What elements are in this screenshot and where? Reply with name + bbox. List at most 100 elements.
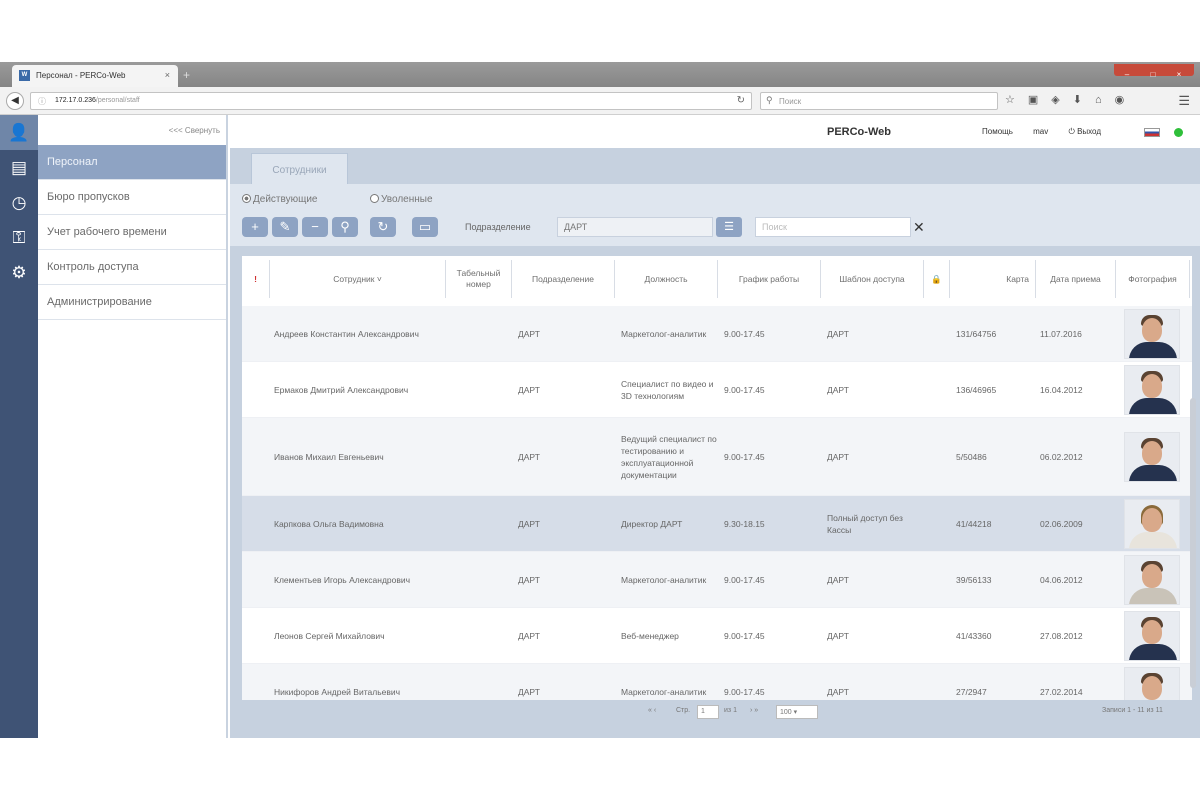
maximize-icon[interactable]: □ [1150,70,1156,79]
app-header: PERCo-Web Помощь mav ⏻ Выход [230,115,1200,148]
sidebar-item-pass-office[interactable]: Бюро пропусков [38,180,226,215]
delete-button[interactable]: − [302,217,328,237]
tab-employees[interactable]: Сотрудники [251,153,348,184]
employee-photo [1124,555,1180,605]
pager-next-last[interactable]: › » [750,707,759,714]
page-input[interactable]: 1 [697,705,719,719]
key-icon[interactable]: ⚿ [12,228,26,247]
table-row[interactable]: Андреев Константин Александрович ДАРТ Ма… [242,306,1192,362]
employees-table: ! Сотрудник ˅ Табельный номер Подразделе… [242,256,1192,700]
table-row[interactable]: Никифоров Андрей Витальевич ДАРТ Маркето… [242,664,1192,700]
staff-icon[interactable]: 👤 [0,115,38,150]
table-row[interactable]: Ермаков Дмитрий Александрович ДАРТ Специ… [242,362,1192,418]
cell-employee: Ермаков Дмитрий Александрович [274,384,409,395]
sidebar-item-staff[interactable]: Персонал [38,145,226,180]
home-icon[interactable]: ⌂ [1094,94,1115,106]
cell-tabel [448,306,508,361]
card-button[interactable]: ▭ [412,217,438,237]
cell-tabel [448,418,508,495]
column-tabel[interactable]: Табельный номер [446,260,512,298]
column-position[interactable]: Должность [615,260,718,298]
warning-column-icon[interactable]: ! [242,260,270,298]
lock-icon[interactable]: 🔒 [924,260,950,298]
reload-icon[interactable]: ↻ [736,95,745,106]
clear-search-icon[interactable]: ✕ [913,219,925,235]
cell-schedule: 9.00-17.45 [724,574,765,585]
cell-position: Директор ДАРТ [621,518,683,529]
browser-search-placeholder: Поиск [779,97,802,106]
pager-first-prev[interactable]: « ‹ [648,707,657,714]
column-access-template[interactable]: Шаблон доступа [821,260,924,298]
reading-list-icon[interactable]: ▣ [1027,94,1052,106]
table-row[interactable]: Клементьев Игорь Александрович ДАРТ Марк… [242,552,1192,608]
cell-subdivision: ДАРТ [518,574,540,585]
pocket-icon[interactable]: ◈ [1051,94,1073,106]
subdivision-field[interactable]: ДАРТ [557,217,713,237]
bookmark-star-icon[interactable]: ☆ [1005,94,1028,106]
address-bar[interactable]: ⓘ 172.17.0.236/personal/staff ↻ [30,92,752,110]
new-tab-button[interactable]: + [183,68,191,82]
column-card[interactable]: Карта [950,260,1036,298]
column-photo[interactable]: Фотография [1116,260,1190,298]
sidebar-item-access-control[interactable]: Контроль доступа [38,250,226,285]
menu-icon[interactable]: ☰ [1178,93,1190,108]
add-button[interactable]: + [242,217,268,237]
refresh-button[interactable]: ↻ [370,217,396,237]
cell-access-template: ДАРТ [827,451,849,462]
minimize-icon[interactable]: – [1124,70,1130,79]
table-scrollbar[interactable] [1190,398,1196,688]
column-employee[interactable]: Сотрудник ˅ [270,260,446,298]
cell-tabel [448,496,508,551]
cell-access-template: ДАРТ [827,328,849,339]
radio-fired-dot [370,194,379,203]
table-row-selected[interactable]: Карпкова Ольга Вадимовна ДАРТ Директор Д… [242,496,1192,552]
logout-link[interactable]: ⏻ Выход [1069,127,1102,136]
subdivision-list-button[interactable]: ☰ [716,217,742,237]
connection-status-icon [1174,128,1183,137]
radio-current-dot [242,194,251,203]
search-icon: ⚲ [766,95,773,105]
edit-button[interactable]: ✎ [272,217,298,237]
column-subdivision[interactable]: Подразделение [512,260,615,298]
cell-card: 27/2947 [956,686,987,697]
pagination: « ‹ Стр. 1 из 1 › » 100 ▾ Записи 1 - 11 … [230,703,1200,723]
list-icon: ☰ [724,221,734,233]
cell-hire-date: 02.06.2009 [1040,518,1083,529]
back-button[interactable]: ◀ [6,92,24,110]
cell-subdivision: ДАРТ [518,384,540,395]
close-window-icon[interactable]: × [1176,70,1182,79]
cell-schedule: 9.00-17.45 [724,686,765,697]
sync-icon[interactable]: ◉ [1114,94,1138,106]
cell-access-template: ДАРТ [827,630,849,641]
subdivision-label: Подразделение [465,222,531,232]
url-host: 172.17.0.236 [55,97,96,104]
radio-fired[interactable]: Уволенные [370,194,433,205]
language-flag-icon[interactable] [1144,128,1160,137]
column-schedule[interactable]: График работы [718,260,821,298]
sidebar-item-administration[interactable]: Администрирование [38,285,226,320]
column-hire-date[interactable]: Дата приема [1036,260,1116,298]
site-info-icon[interactable]: ⓘ [38,97,46,106]
sidebar: <<< Свернуть Персонал Бюро пропусков Уче… [38,115,228,738]
user-name[interactable]: mav [1033,127,1049,136]
download-icon[interactable]: ⬇ [1072,94,1095,106]
search-input[interactable]: Поиск [755,217,911,237]
page-label: Стр. [676,707,691,714]
per-page-select[interactable]: 100 ▾ [776,705,818,719]
help-link[interactable]: Помощь [982,127,1013,136]
time-tracking-icon[interactable]: ◷ [11,193,27,212]
find-button[interactable]: ⚲ [332,217,358,237]
tab-close-icon[interactable]: × [164,70,170,80]
browser-search-input[interactable]: ⚲ Поиск [760,92,998,110]
pass-office-icon[interactable]: ▤ [10,158,28,177]
gear-icon[interactable]: ⚙ [11,263,27,282]
cell-employee: Карпкова Ольга Вадимовна [274,518,384,529]
url-path: /personal/staff [95,97,140,104]
employee-photo [1124,611,1180,661]
radio-current[interactable]: Действующие [242,194,317,205]
sidebar-item-time-tracking[interactable]: Учет рабочего времени [38,215,226,250]
browser-tab[interactable]: W Персонал - PERCo-Web × [12,65,178,87]
collapse-link[interactable]: <<< Свернуть [168,126,220,135]
table-row[interactable]: Леонов Сергей Михайлович ДАРТ Веб-менедж… [242,608,1192,664]
table-row[interactable]: Иванов Михаил Евгеньевич ДАРТ Ведущий сп… [242,418,1192,496]
